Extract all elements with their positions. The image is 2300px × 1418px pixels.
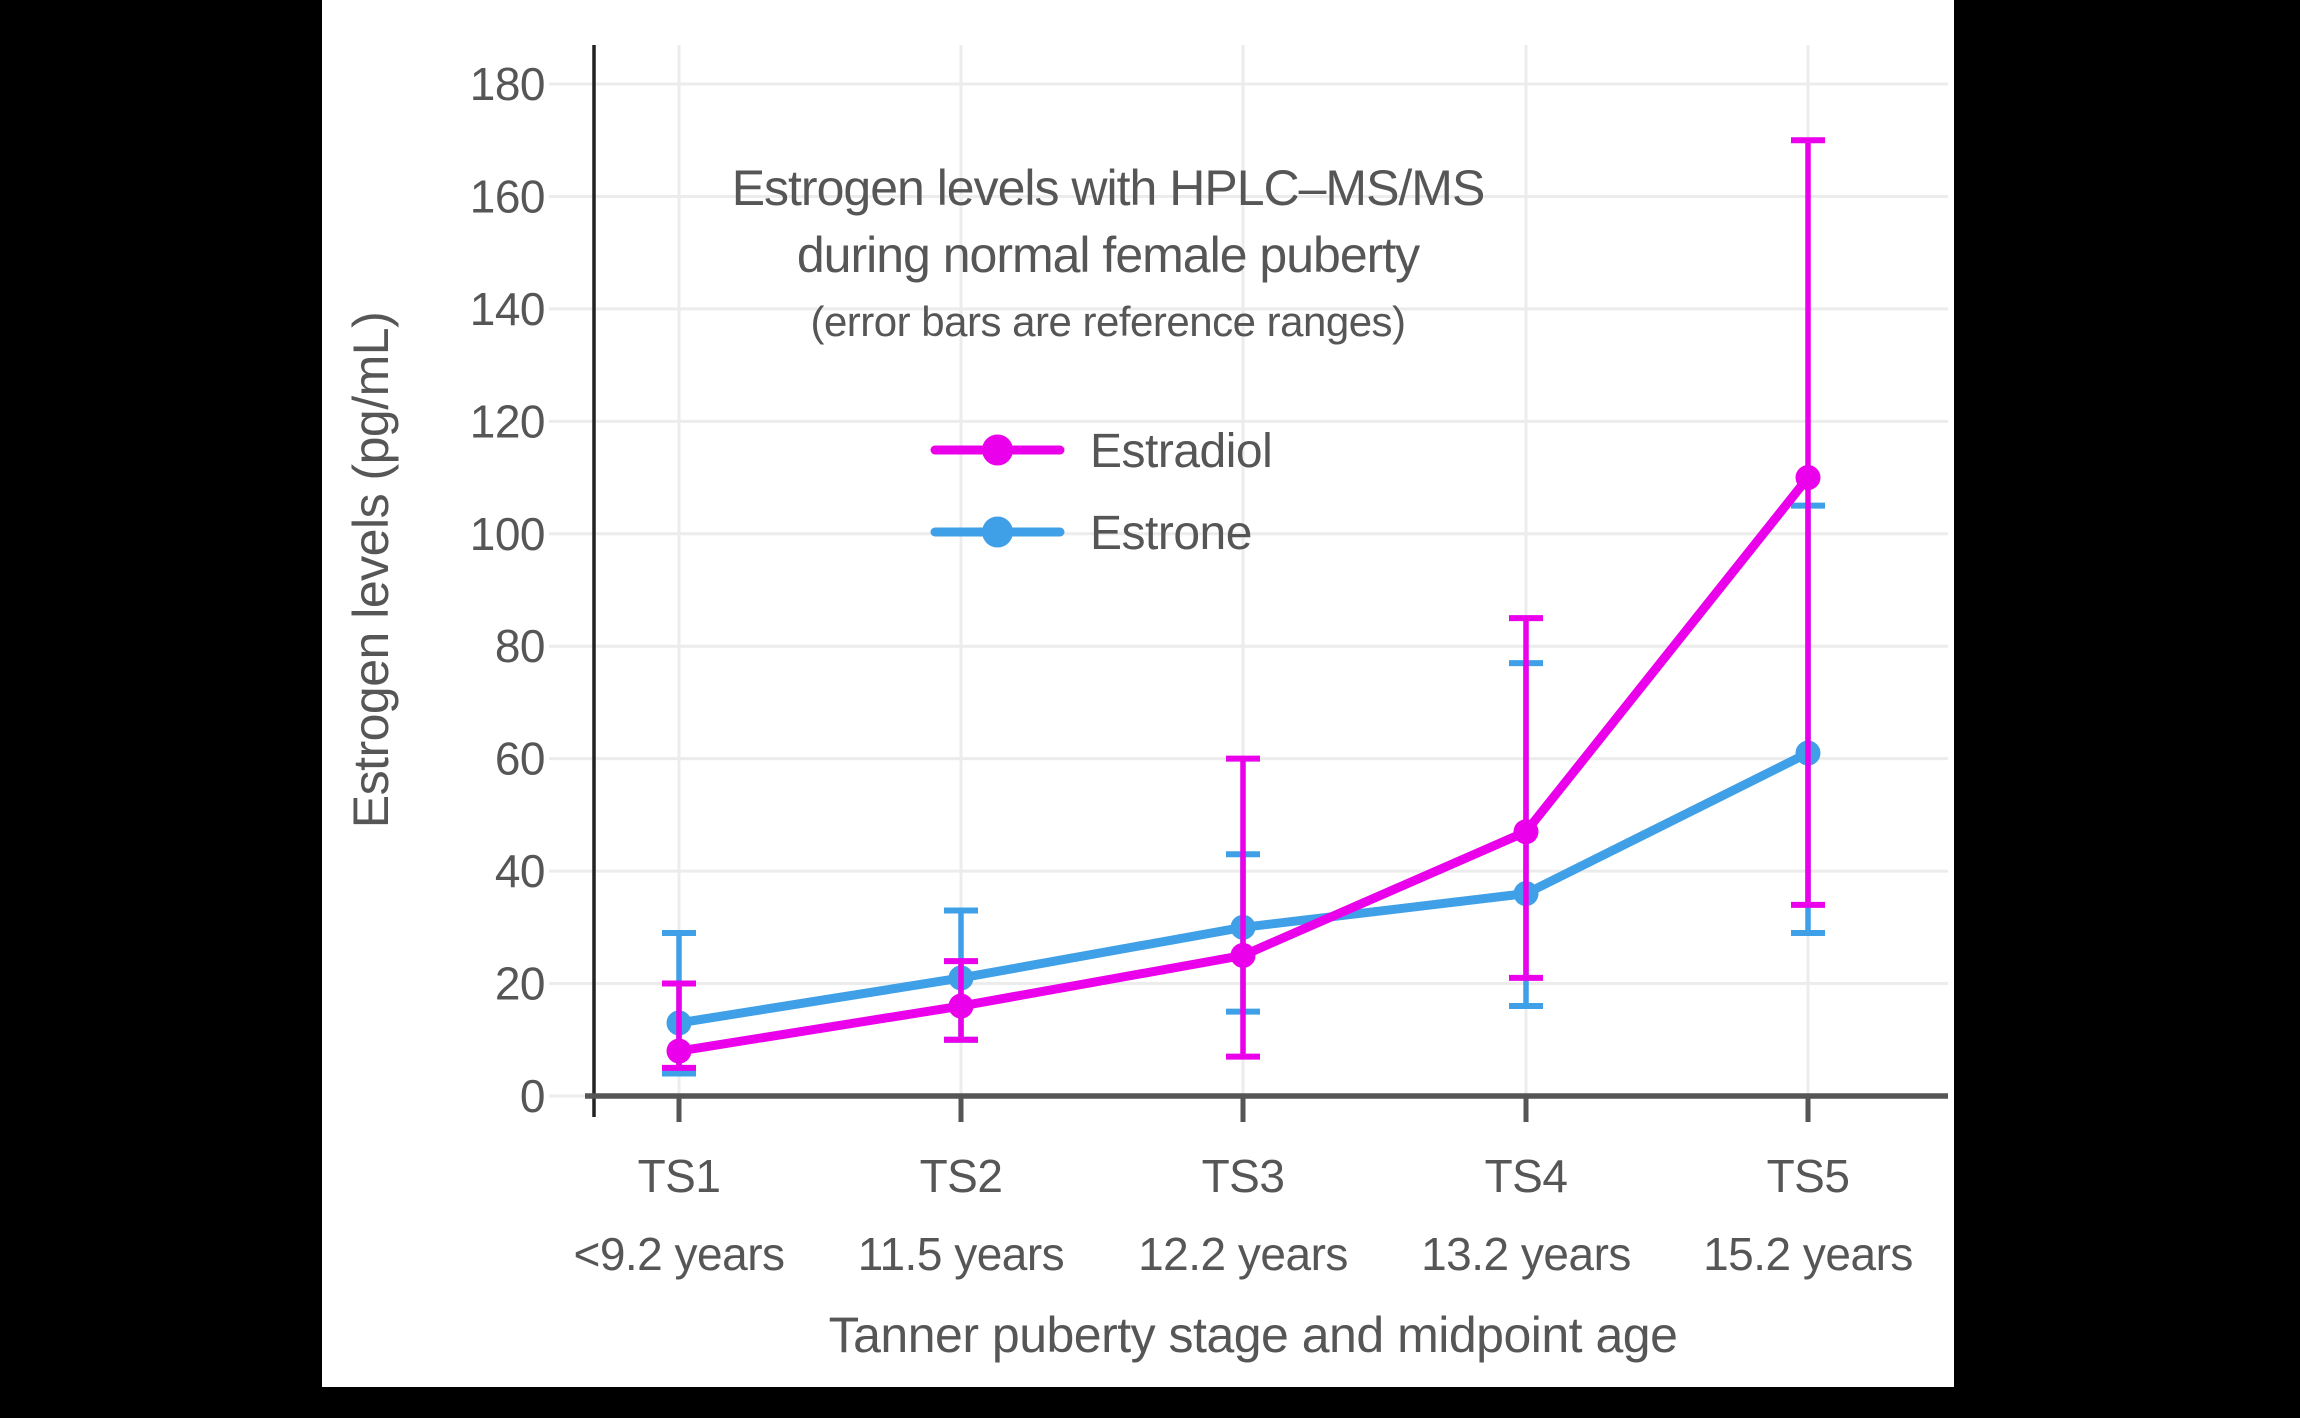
series-layer — [662, 137, 1825, 1077]
chart-title-line-1: Estrogen levels with HPLC–MS/MS — [732, 160, 1485, 216]
legend-point-sample — [982, 434, 1013, 466]
chart-title-line-2: during normal female puberty — [797, 227, 1420, 283]
legend: Estradiol Estrone — [930, 425, 1273, 560]
y-tick-label: 140 — [470, 283, 545, 335]
x-age-label: 12.2 years — [1138, 1228, 1348, 1280]
legend-label: Estrone — [1090, 507, 1252, 560]
estradiol-point — [1513, 819, 1539, 845]
y-tick-label: 80 — [495, 620, 545, 672]
y-axis-title: Estrogen levels (pg/mL) — [343, 312, 399, 829]
legend-point-sample — [982, 516, 1013, 548]
y-tick-label: 100 — [470, 508, 545, 560]
y-tick-label: 120 — [470, 395, 545, 447]
tick-label-layer: 0 20 40 60 80 100 120 140 160 180 TS1 TS2 TS3 TS4 TS5 <… — [470, 58, 1914, 1280]
x-tick-label: TS1 — [638, 1150, 721, 1202]
y-tick-label: 160 — [470, 170, 545, 222]
legend-label: Estradiol — [1090, 425, 1272, 478]
estradiol-point — [948, 993, 974, 1019]
y-tick-label: 20 — [495, 958, 545, 1010]
x-age-label: 15.2 years — [1703, 1228, 1913, 1280]
estradiol-point — [666, 1038, 692, 1064]
x-age-label: 13.2 years — [1421, 1228, 1631, 1280]
estradiol-point — [1230, 942, 1256, 968]
estradiol-series — [662, 137, 1825, 1071]
chart-subtitle: (error bars are reference ranges) — [810, 298, 1405, 345]
legend-item-estradiol: Estradiol — [930, 425, 1273, 478]
y-tick-label: 0 — [520, 1070, 545, 1122]
x-tick-label: TS5 — [1767, 1150, 1850, 1202]
estradiol-error-bar — [1791, 137, 1825, 908]
x-tick-label: TS2 — [920, 1150, 1003, 1202]
y-tick-label: 60 — [495, 733, 545, 785]
x-axis-title: Tanner puberty stage and midpoint age — [829, 1307, 1678, 1363]
x-tick-label: TS3 — [1202, 1150, 1285, 1202]
x-age-label: 11.5 years — [858, 1228, 1064, 1280]
y-tick-label: 180 — [470, 58, 545, 110]
y-tick-label: 40 — [495, 845, 545, 897]
legend-item-estrone: Estrone — [930, 507, 1252, 560]
axis-layer — [585, 45, 1948, 1122]
x-tick-label: TS4 — [1485, 1150, 1568, 1202]
x-age-label: <9.2 years — [573, 1228, 784, 1280]
estradiol-error-bar — [1226, 755, 1260, 1060]
estradiol-point — [1795, 465, 1821, 491]
estradiol-error-bar — [1509, 615, 1543, 981]
